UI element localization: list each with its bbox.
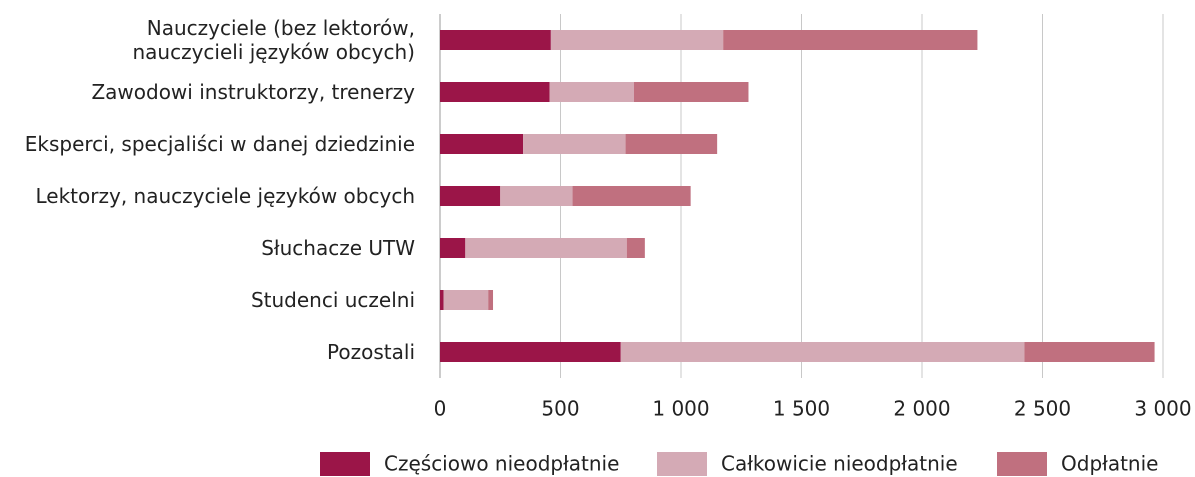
y-tick-label: Pozostali <box>327 340 415 364</box>
bar-segment <box>550 30 724 50</box>
bar-segment <box>465 238 627 258</box>
legend-label: Częściowo nieodpłatnie <box>384 452 619 476</box>
bar-segment <box>440 342 621 362</box>
legend-label: Całkowicie nieodpłatnie <box>721 452 958 476</box>
bar-segment <box>634 82 749 102</box>
bar-segment <box>440 30 551 50</box>
bar-segment <box>440 186 501 206</box>
x-tick-label: 1 500 <box>773 397 830 421</box>
bar-segment <box>440 134 524 154</box>
bar-segment <box>625 134 718 154</box>
y-tick-label: Eksperci, specjaliści w danej dziedzinie <box>24 132 415 156</box>
bar-segment <box>440 82 550 102</box>
y-tick-label: Studenci uczelni <box>250 288 415 312</box>
x-tick-label: 2 000 <box>893 397 950 421</box>
bar-segment <box>549 82 635 102</box>
bar-segment <box>523 134 626 154</box>
bar-segment <box>620 342 1025 362</box>
bar-segment <box>1024 342 1155 362</box>
legend-label: Odpłatnie <box>1061 452 1158 476</box>
bar-segment <box>723 30 978 50</box>
bar-segment <box>572 186 691 206</box>
x-tick-label: 0 <box>434 397 447 421</box>
bar-segment <box>488 290 494 310</box>
legend-swatch <box>657 452 707 476</box>
x-tick-label: 1 000 <box>652 397 709 421</box>
bar-segment <box>443 290 489 310</box>
bar-segment <box>500 186 573 206</box>
legend-swatch <box>997 452 1047 476</box>
bar-segment <box>626 238 645 258</box>
y-tick-label: Lektorzy, nauczyciele języków obcych <box>35 184 416 208</box>
x-tick-label: 2 500 <box>1014 397 1071 421</box>
y-tick-label: Nauczyciele (bez lektorów, nauczycieli j… <box>132 16 415 64</box>
x-tick-label: 3 000 <box>1134 397 1191 421</box>
y-tick-label: Zawodowi instruktorzy, trenerzy <box>91 80 415 104</box>
y-tick-label: Słuchacze UTW <box>261 236 415 260</box>
x-tick-label: 500 <box>541 397 579 421</box>
bar-segment <box>440 290 444 310</box>
legend-swatch <box>320 452 370 476</box>
bar-segment <box>440 238 466 258</box>
